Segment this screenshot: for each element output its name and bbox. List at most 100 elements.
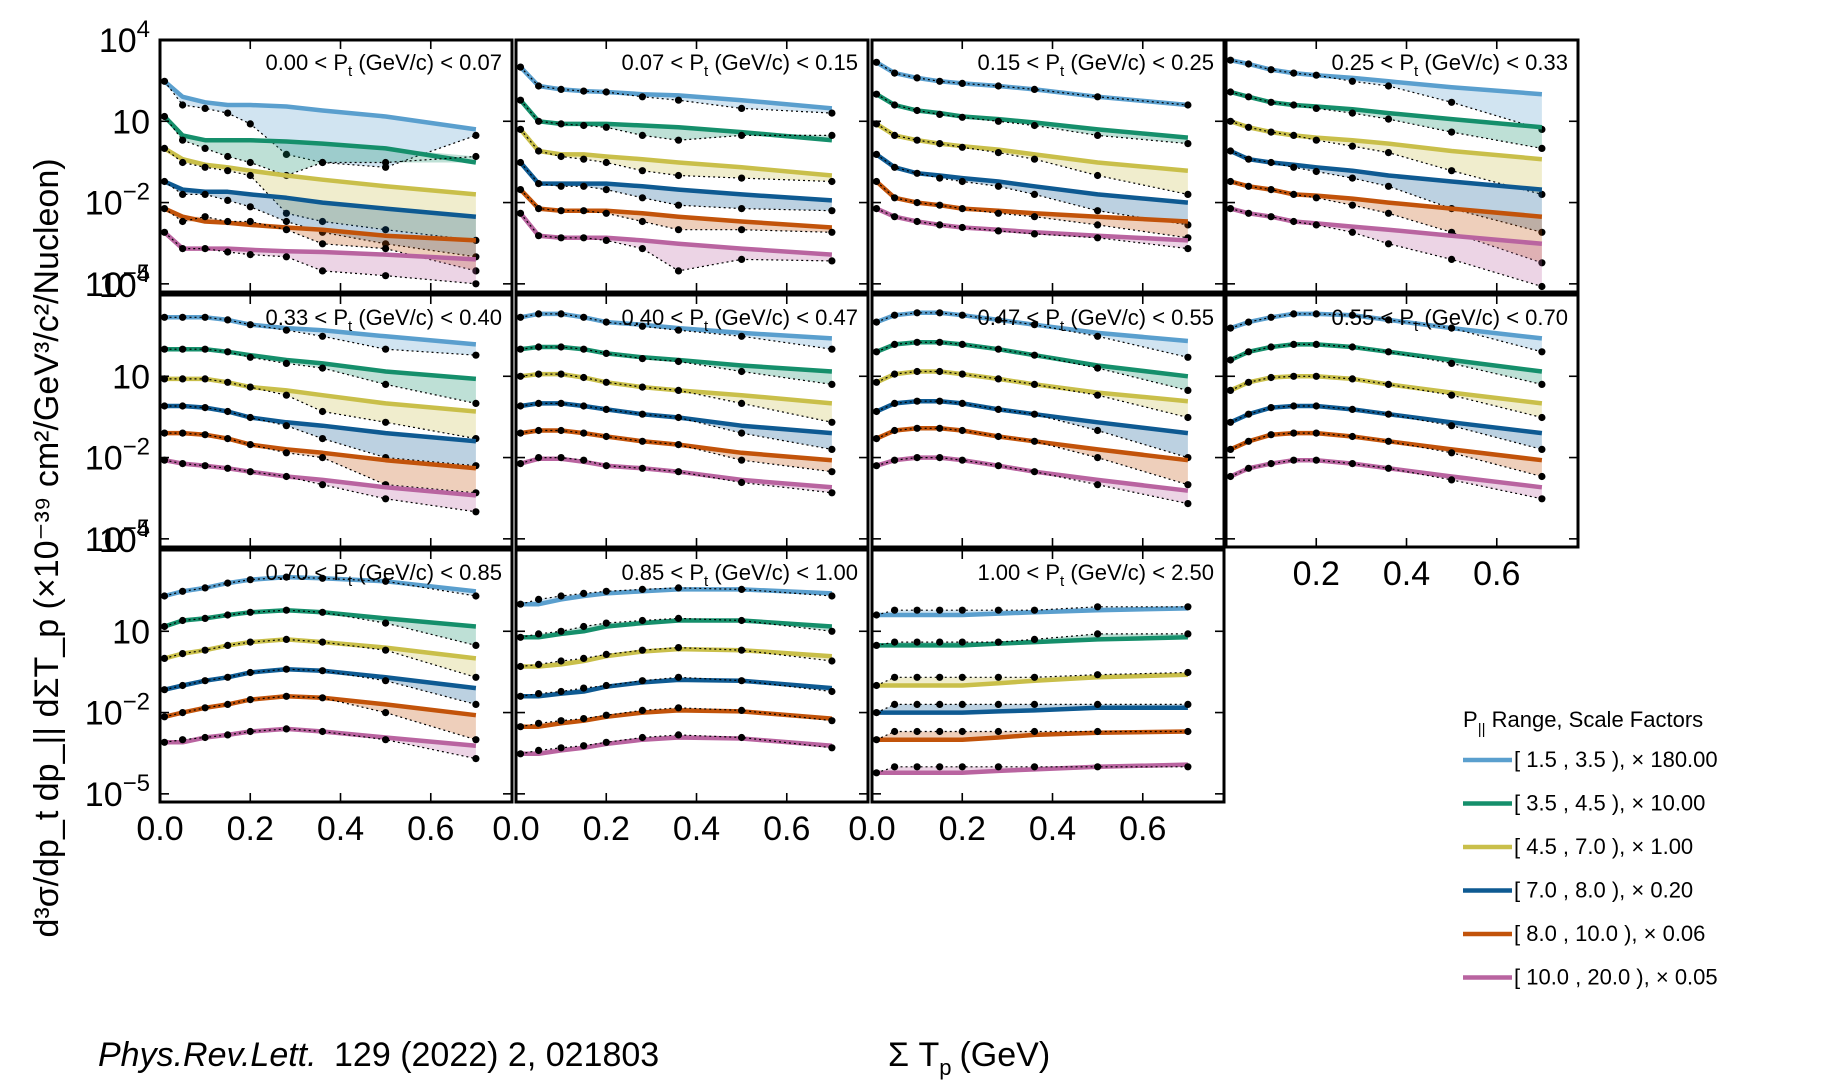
uncertainty-band [164,669,476,705]
panel-label: 0.25 < Pt (GeV/c) < 0.33 [1331,50,1568,80]
data-point [1448,449,1456,457]
panel-label-sub: t [1060,573,1065,590]
data-point [472,641,480,650]
data-point [1348,432,1356,441]
data-point [994,227,1003,235]
data-point [602,349,610,357]
data-point [201,733,209,742]
data-point [1245,182,1253,190]
data-point [580,456,588,464]
data-point [1030,468,1039,476]
panel-label-rest: (GeV/c) < 0.33 [1418,50,1568,75]
data-point [179,345,187,353]
data-point [1538,380,1546,388]
series-line [1229,148,1543,192]
data-point [201,313,209,321]
data-point [738,456,746,464]
data-point [958,426,966,435]
data-point [828,131,836,139]
data-point [557,744,565,752]
data-point [1267,98,1275,106]
series-line [520,677,833,699]
data-point [913,338,921,346]
x-axis-label: Σ Tp (GeV) [888,1036,1050,1080]
plot-area [516,310,836,497]
data-point [602,209,610,217]
data-point [1245,155,1253,163]
panel-frame [514,548,870,804]
data-point [1030,230,1039,238]
data-point [738,646,746,654]
data-point [891,763,899,771]
panel: 0.70 < Pt (GeV/c) < 0.851041010−210−50.0… [85,516,514,848]
data-point [535,343,543,351]
data-point [1245,437,1253,445]
data-point [936,397,944,405]
data-point [994,82,1003,90]
data-point [1245,93,1253,101]
data-point [224,700,232,709]
data-point [246,251,254,259]
data-point [1448,255,1456,263]
data-point [936,174,944,182]
plot-area [1226,56,1546,291]
data-point [1094,131,1102,139]
data-point [1184,603,1192,611]
legend: P|| Range, Scale Factors [ 1.5 , 3.5 ), … [1463,707,1718,990]
data-point [1538,228,1546,236]
plot-area [872,58,1192,253]
uncertainty-band [520,347,832,385]
data-point [602,186,610,194]
data-point [580,313,588,321]
data-point [318,727,327,736]
data-point [535,370,543,378]
data-point [201,104,209,112]
data-connector [1230,59,1543,130]
data-point [160,686,169,694]
data-point [246,353,254,361]
plot-area [160,313,480,516]
data-point [201,144,209,152]
data-point [958,177,966,186]
y-tick-label: 10 [112,613,150,651]
data-point [282,635,290,644]
panel-frame [158,293,514,549]
data-point [638,217,647,226]
data-point [891,213,899,221]
data-point [160,654,169,663]
data-point [913,606,921,614]
legend-label: [ 8.0 , 10.0 ), × 0.06 [1514,921,1705,946]
data-point [828,257,836,265]
uncertainty-band [876,401,1188,458]
data-point [994,182,1003,190]
data-point [282,209,290,217]
data-connector [1230,208,1543,288]
panel-frame [870,293,1226,549]
panel-label-sub: t [1060,63,1065,80]
data-point [318,638,327,646]
data-point [179,460,187,468]
data-point [638,464,647,472]
data-point [1245,123,1253,131]
data-point [1290,340,1298,348]
data-point [1094,630,1102,638]
data-point [936,673,944,681]
data-point [160,313,169,321]
data-point [382,380,390,388]
data-point [674,413,683,422]
panel-label-text: 1.00 < P [977,560,1060,585]
data-point [516,662,525,671]
data-point [318,407,327,416]
panel-label-rest: (GeV/c) < 0.55 [1064,305,1214,330]
data-point [318,481,327,489]
data-point [516,158,525,167]
data-connector [876,312,1189,358]
data-point [1448,128,1456,136]
data-point [472,755,480,763]
data-point [201,462,209,470]
panel: 0.07 < Pt (GeV/c) < 0.15 [514,38,870,294]
data-point [1226,445,1235,453]
data-point [958,370,966,378]
data-point [994,727,1003,736]
data-point [994,763,1003,771]
